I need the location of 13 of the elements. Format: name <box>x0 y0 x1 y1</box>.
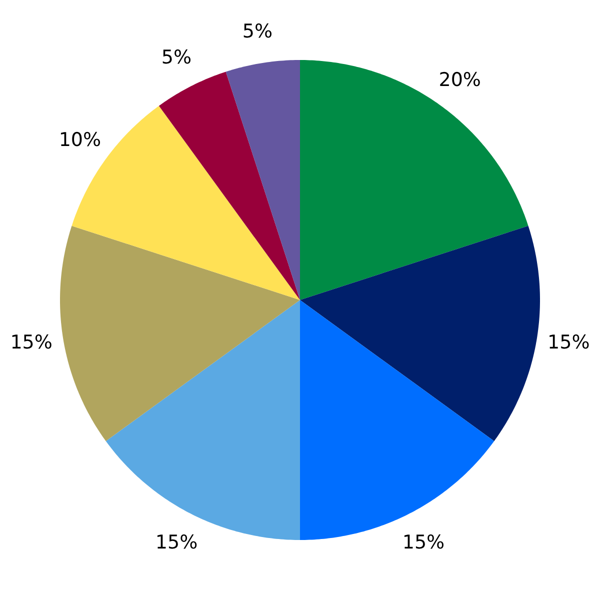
pie-slice <box>226 60 300 300</box>
pie-slice <box>300 226 540 442</box>
pie-slice <box>60 226 300 442</box>
data-label: 10% <box>58 129 102 152</box>
data-label: 20% <box>438 68 481 91</box>
data-label: 15% <box>155 531 198 554</box>
data-label: 5% <box>161 46 192 69</box>
data-label: 15% <box>10 332 52 354</box>
data-label: 15% <box>402 531 445 554</box>
data-label: 15% <box>548 332 590 354</box>
pie-slice <box>158 72 300 300</box>
pie-slice <box>300 60 528 300</box>
data-label: 5% <box>242 20 273 42</box>
